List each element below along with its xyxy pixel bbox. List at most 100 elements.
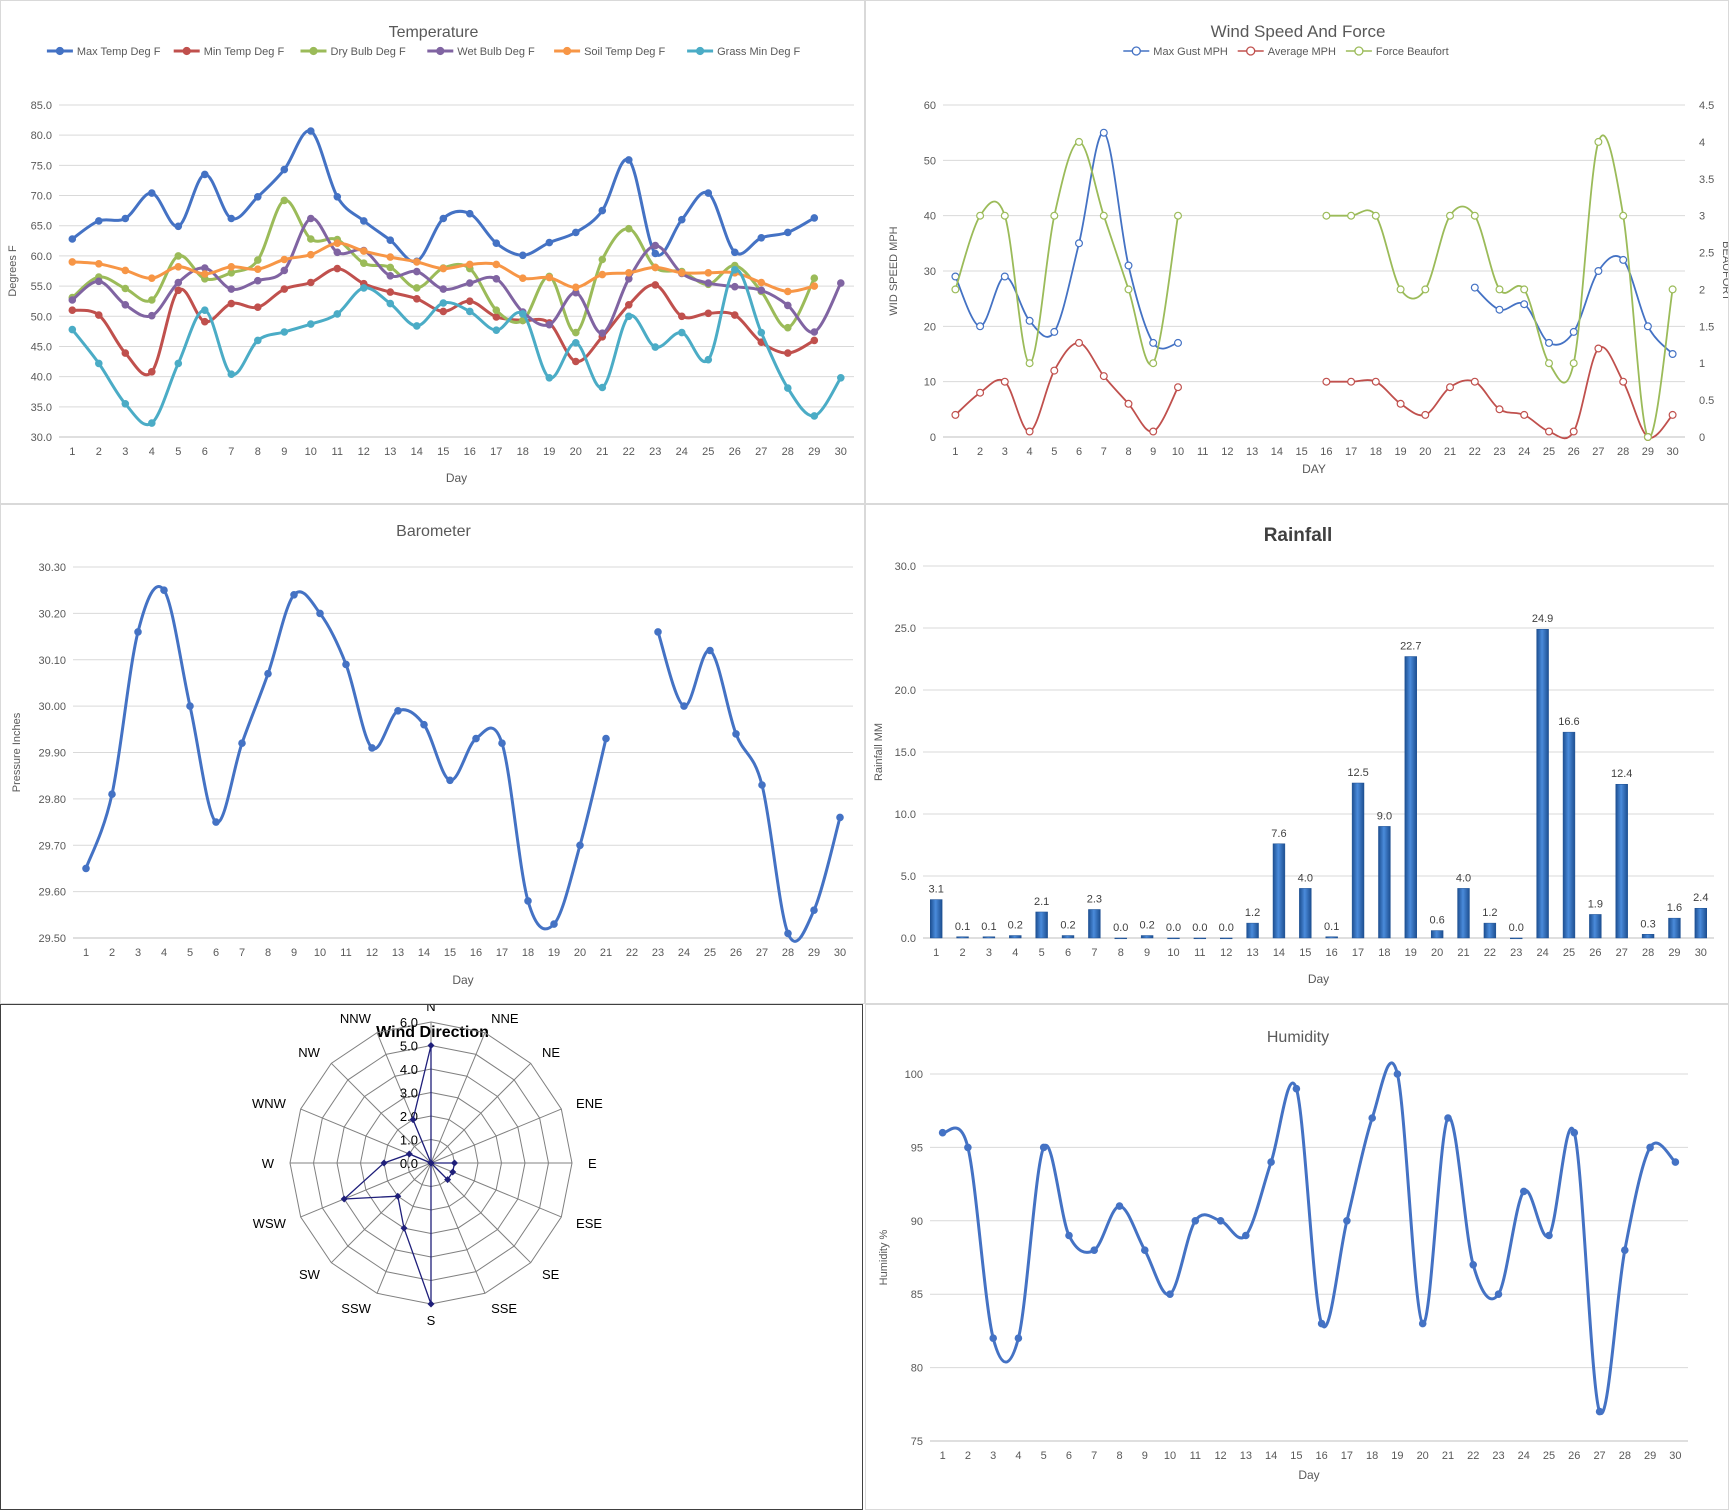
radar-point-e xyxy=(451,1159,458,1167)
x-tick-label: 28 xyxy=(1642,947,1654,959)
x-tick-label: 12 xyxy=(1220,947,1232,959)
direction-label-sw: SW xyxy=(299,1267,321,1282)
point-max-temp-deg-f-day-20 xyxy=(571,228,580,237)
point-average-mph-day-16 xyxy=(1322,377,1331,386)
point-max-temp-deg-f-day-25 xyxy=(704,189,713,197)
legend-label-min-temp-deg-f: Min Temp Deg F xyxy=(204,46,285,58)
point-hum-day-30 xyxy=(1671,1158,1680,1166)
x-tick-label: 28 xyxy=(1617,446,1629,458)
x-tick-label: 4 xyxy=(149,446,155,458)
r-tick-label: 6.0 xyxy=(400,1015,418,1030)
x-tick-label: 14 xyxy=(411,446,423,458)
series-line-max-temp-deg-f xyxy=(71,129,816,264)
x-tick-label: 21 xyxy=(1442,1450,1454,1462)
legend-label-grass-min-deg-f: Grass Min Deg F xyxy=(717,46,800,58)
point-min-temp-deg-f-day-10 xyxy=(306,278,315,287)
x-tick-label: 16 xyxy=(1326,947,1338,959)
direction-label-nw: NW xyxy=(298,1045,320,1060)
series-line-baro xyxy=(656,631,842,943)
x-tick-label: 1 xyxy=(940,1450,946,1462)
x-tick-label: 12 xyxy=(366,947,378,959)
y2-axis-label: BEAUFORT xyxy=(1720,241,1729,301)
x-tick-label: 8 xyxy=(1118,947,1124,959)
point-baro-day-21 xyxy=(602,734,610,743)
x-tick-label: 7 xyxy=(228,446,234,458)
point-wet-bulb-deg-f-day-29 xyxy=(810,328,819,336)
y2-tick-label: 0 xyxy=(1699,432,1705,444)
point-hum-day-8 xyxy=(1115,1202,1124,1210)
x-tick-label: 9 xyxy=(291,947,297,959)
x-tick-label: 29 xyxy=(1668,947,1680,959)
x-tick-label: 22 xyxy=(1467,1450,1479,1462)
data-label-day-9: 0.2 xyxy=(1139,920,1154,932)
x-tick-label: 30 xyxy=(835,446,847,458)
y2-tick-label: 3 xyxy=(1699,211,1705,223)
point-soil-temp-deg-f-day-7 xyxy=(227,262,236,271)
data-label-day-12: 0.0 xyxy=(1219,922,1234,934)
point-dry-bulb-deg-f-day-13 xyxy=(386,263,395,272)
x-tick-label: 9 xyxy=(1142,1450,1148,1462)
point-force-beaufort-day-17 xyxy=(1347,211,1356,220)
x-axis-label: DAY xyxy=(1302,462,1326,476)
point-soil-temp-deg-f-day-14 xyxy=(412,258,421,266)
y-tick-label: 25.0 xyxy=(895,623,916,635)
x-tick-label: 14 xyxy=(1271,446,1283,458)
point-hum-day-9 xyxy=(1140,1246,1149,1255)
y-tick-label: 29.70 xyxy=(38,840,66,852)
point-baro-day-9 xyxy=(290,591,298,599)
barometer-chart-panel: Barometer 29.50 29.60 29.70 29.80 29.90 30.00 3… xyxy=(0,504,865,1004)
x-tick-label: 28 xyxy=(1619,1450,1631,1462)
point-grass-min-deg-f-day-15 xyxy=(439,299,448,307)
point-min-temp-deg-f-day-23 xyxy=(651,281,660,289)
x-tick-label: 26 xyxy=(1568,1450,1580,1462)
point-hum-day-17 xyxy=(1343,1217,1351,1225)
point-max-temp-deg-f-day-5 xyxy=(174,222,183,231)
point-wet-bulb-deg-f-day-25 xyxy=(704,279,713,287)
point-force-beaufort-day-7 xyxy=(1099,211,1108,220)
x-tick-label: 30 xyxy=(834,947,846,959)
x-tick-label: 28 xyxy=(782,446,794,458)
x-tick-label: 11 xyxy=(1190,1450,1201,1462)
x-tick-label: 13 xyxy=(384,446,396,458)
y-axis-label: WID SPEED MPH xyxy=(888,226,900,315)
x-axis-label: Day xyxy=(452,973,473,987)
point-force-beaufort-day-25 xyxy=(1544,359,1553,368)
point-average-mph-day-25 xyxy=(1544,427,1553,436)
data-label-day-22: 1.2 xyxy=(1482,907,1497,919)
data-label-day-18: 9.0 xyxy=(1377,810,1392,822)
point-baro-day-26 xyxy=(732,730,740,738)
y-tick-label: 40.0 xyxy=(31,372,52,384)
point-soil-temp-deg-f-day-27 xyxy=(757,278,766,287)
point-soil-temp-deg-f-day-19 xyxy=(545,273,554,282)
x-tick-label: 13 xyxy=(1246,947,1258,959)
point-max-temp-deg-f-day-6 xyxy=(201,170,209,179)
point-soil-temp-deg-f-day-22 xyxy=(624,268,633,277)
y-tick-label: 50 xyxy=(924,155,936,167)
x-tick-label: 6 xyxy=(213,947,219,959)
x-tick-label: 5 xyxy=(1041,1450,1047,1462)
y-tick-label: 55.0 xyxy=(31,281,52,293)
chart-title: Temperature xyxy=(389,24,479,41)
radar-point-w xyxy=(380,1159,388,1167)
x-tick-label: 21 xyxy=(1444,446,1456,458)
point-hum-day-20 xyxy=(1418,1319,1427,1328)
point-soil-temp-deg-f-day-8 xyxy=(253,265,262,274)
x-tick-label: 9 xyxy=(1150,446,1156,458)
x-tick-label: 29 xyxy=(1642,446,1654,458)
point-grass-min-deg-f-day-4 xyxy=(148,419,156,427)
point-soil-temp-deg-f-day-29 xyxy=(810,282,819,290)
y-axis-label: Rainfall MM xyxy=(873,723,885,781)
x-tick-label: 29 xyxy=(808,446,820,458)
point-max-gust-mph-day-22 xyxy=(1470,283,1479,292)
point-wet-bulb-deg-f-day-26 xyxy=(730,282,739,291)
x-tick-label: 1 xyxy=(69,446,75,458)
bar-day-20 xyxy=(1430,930,1444,939)
x-tick-label: 15 xyxy=(1296,446,1308,458)
bar-day-21 xyxy=(1457,888,1470,939)
point-grass-min-deg-f-day-23 xyxy=(651,343,660,351)
point-max-gust-mph-day-8 xyxy=(1124,261,1133,270)
point-dry-bulb-deg-f-day-14 xyxy=(412,284,421,292)
r-tick-label: 1.0 xyxy=(400,1133,418,1148)
x-tick-label: 8 xyxy=(1125,446,1131,458)
direction-label-wnw: WNW xyxy=(252,1096,287,1111)
